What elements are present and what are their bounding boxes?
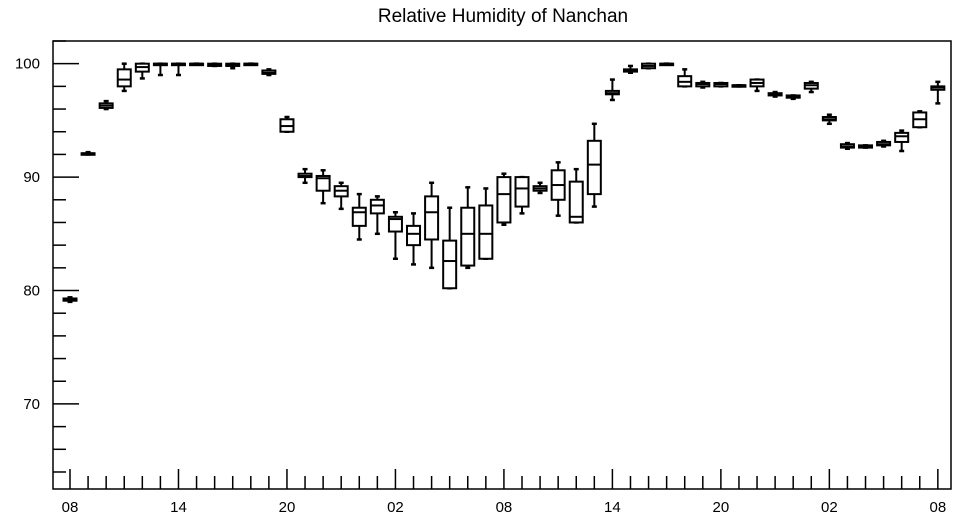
box-plot-series <box>62 62 946 304</box>
x-tick-label: 20 <box>279 499 296 516</box>
box-plot-24 <box>496 172 512 226</box>
box-plot-35 <box>695 80 711 89</box>
box-plot-4 <box>134 62 150 80</box>
box-plot-41 <box>803 80 819 94</box>
box-plot-15 <box>333 181 349 211</box>
box-plot-45 <box>876 139 892 148</box>
box-plot-29 <box>586 122 602 208</box>
box-plot-7 <box>189 62 205 67</box>
box-plot-18 <box>387 211 403 261</box>
box-iqr <box>116 68 132 88</box>
box-iqr <box>351 206 367 227</box>
chart-title: Relative Humidity of Nanchan <box>378 6 628 27</box>
box-iqr <box>315 174 331 192</box>
box-plot-23 <box>478 187 494 261</box>
box-iqr <box>460 206 476 267</box>
box-plot-26 <box>532 181 548 195</box>
box-plot-20 <box>424 181 440 270</box>
x-tick-label: 02 <box>821 499 838 516</box>
x-axis: 08 14 20 02 08 14 20 02 08 <box>62 469 946 516</box>
box-iqr <box>514 176 530 208</box>
box-iqr <box>387 215 403 233</box>
box-iqr <box>496 176 512 224</box>
y-tick-label: 70 <box>23 396 40 413</box>
box-plot-27 <box>550 161 566 217</box>
box-plot-11 <box>261 68 277 77</box>
box-plot-34 <box>677 68 693 88</box>
box-plot-3 <box>116 62 132 93</box>
box-iqr <box>442 239 458 290</box>
box-plot-43 <box>839 141 855 150</box>
box-plot-14 <box>315 169 331 205</box>
box-plot-31 <box>622 64 638 75</box>
box-iqr <box>586 139 602 196</box>
box-plot-36 <box>713 81 729 88</box>
box-plot-17 <box>369 195 385 236</box>
box-plot-33 <box>659 62 675 67</box>
box-plot-48 <box>930 80 946 105</box>
x-tick-label: 20 <box>713 499 730 516</box>
box-plot-9 <box>225 62 241 70</box>
box-iqr <box>894 131 910 143</box>
box-plot-30 <box>604 78 620 102</box>
x-tick-label: 08 <box>496 499 513 516</box>
box-plot-25 <box>514 175 530 215</box>
box-plot-6 <box>170 62 186 77</box>
box-plot-22 <box>460 186 476 270</box>
box-iqr <box>424 195 440 241</box>
x-tick-label: 14 <box>170 499 187 516</box>
box-plot-8 <box>207 62 223 68</box>
x-tick-label: 14 <box>604 499 621 516</box>
box-plot-39 <box>767 90 783 98</box>
box-plot-13 <box>297 167 313 185</box>
box-iqr <box>568 180 584 224</box>
box-iqr <box>369 198 385 215</box>
y-tick-label: 100 <box>15 56 40 73</box>
box-plot-44 <box>858 144 874 149</box>
y-tick-label: 80 <box>23 283 40 300</box>
box-plot-28 <box>568 167 584 224</box>
box-plot-5 <box>152 62 168 77</box>
y-axis: 70 80 90 100 <box>15 40 79 473</box>
box-iqr <box>406 224 422 247</box>
x-tick-label: 08 <box>62 499 79 516</box>
x-tick-label: 02 <box>387 499 404 516</box>
y-tick-label: 90 <box>23 169 40 186</box>
x-tick-label: 08 <box>929 499 946 516</box>
box-plot-40 <box>785 94 801 101</box>
box-plot-2 <box>98 99 114 111</box>
plot-frame <box>52 40 952 490</box>
box-plot-0 <box>62 296 78 304</box>
box-plot-46 <box>894 129 910 153</box>
box-plot-10 <box>243 62 259 67</box>
box-plot-32 <box>641 62 657 70</box>
box-plot-42 <box>821 113 837 126</box>
box-plot-47 <box>912 110 928 129</box>
box-plot-1 <box>80 150 96 156</box>
box-plot-12 <box>279 115 295 133</box>
box-plot-19 <box>406 212 422 266</box>
box-plot-38 <box>749 78 765 93</box>
box-plot-21 <box>442 206 458 290</box>
box-iqr <box>478 204 494 260</box>
box-plot-16 <box>351 192 367 241</box>
box-plot-37 <box>731 83 747 88</box>
